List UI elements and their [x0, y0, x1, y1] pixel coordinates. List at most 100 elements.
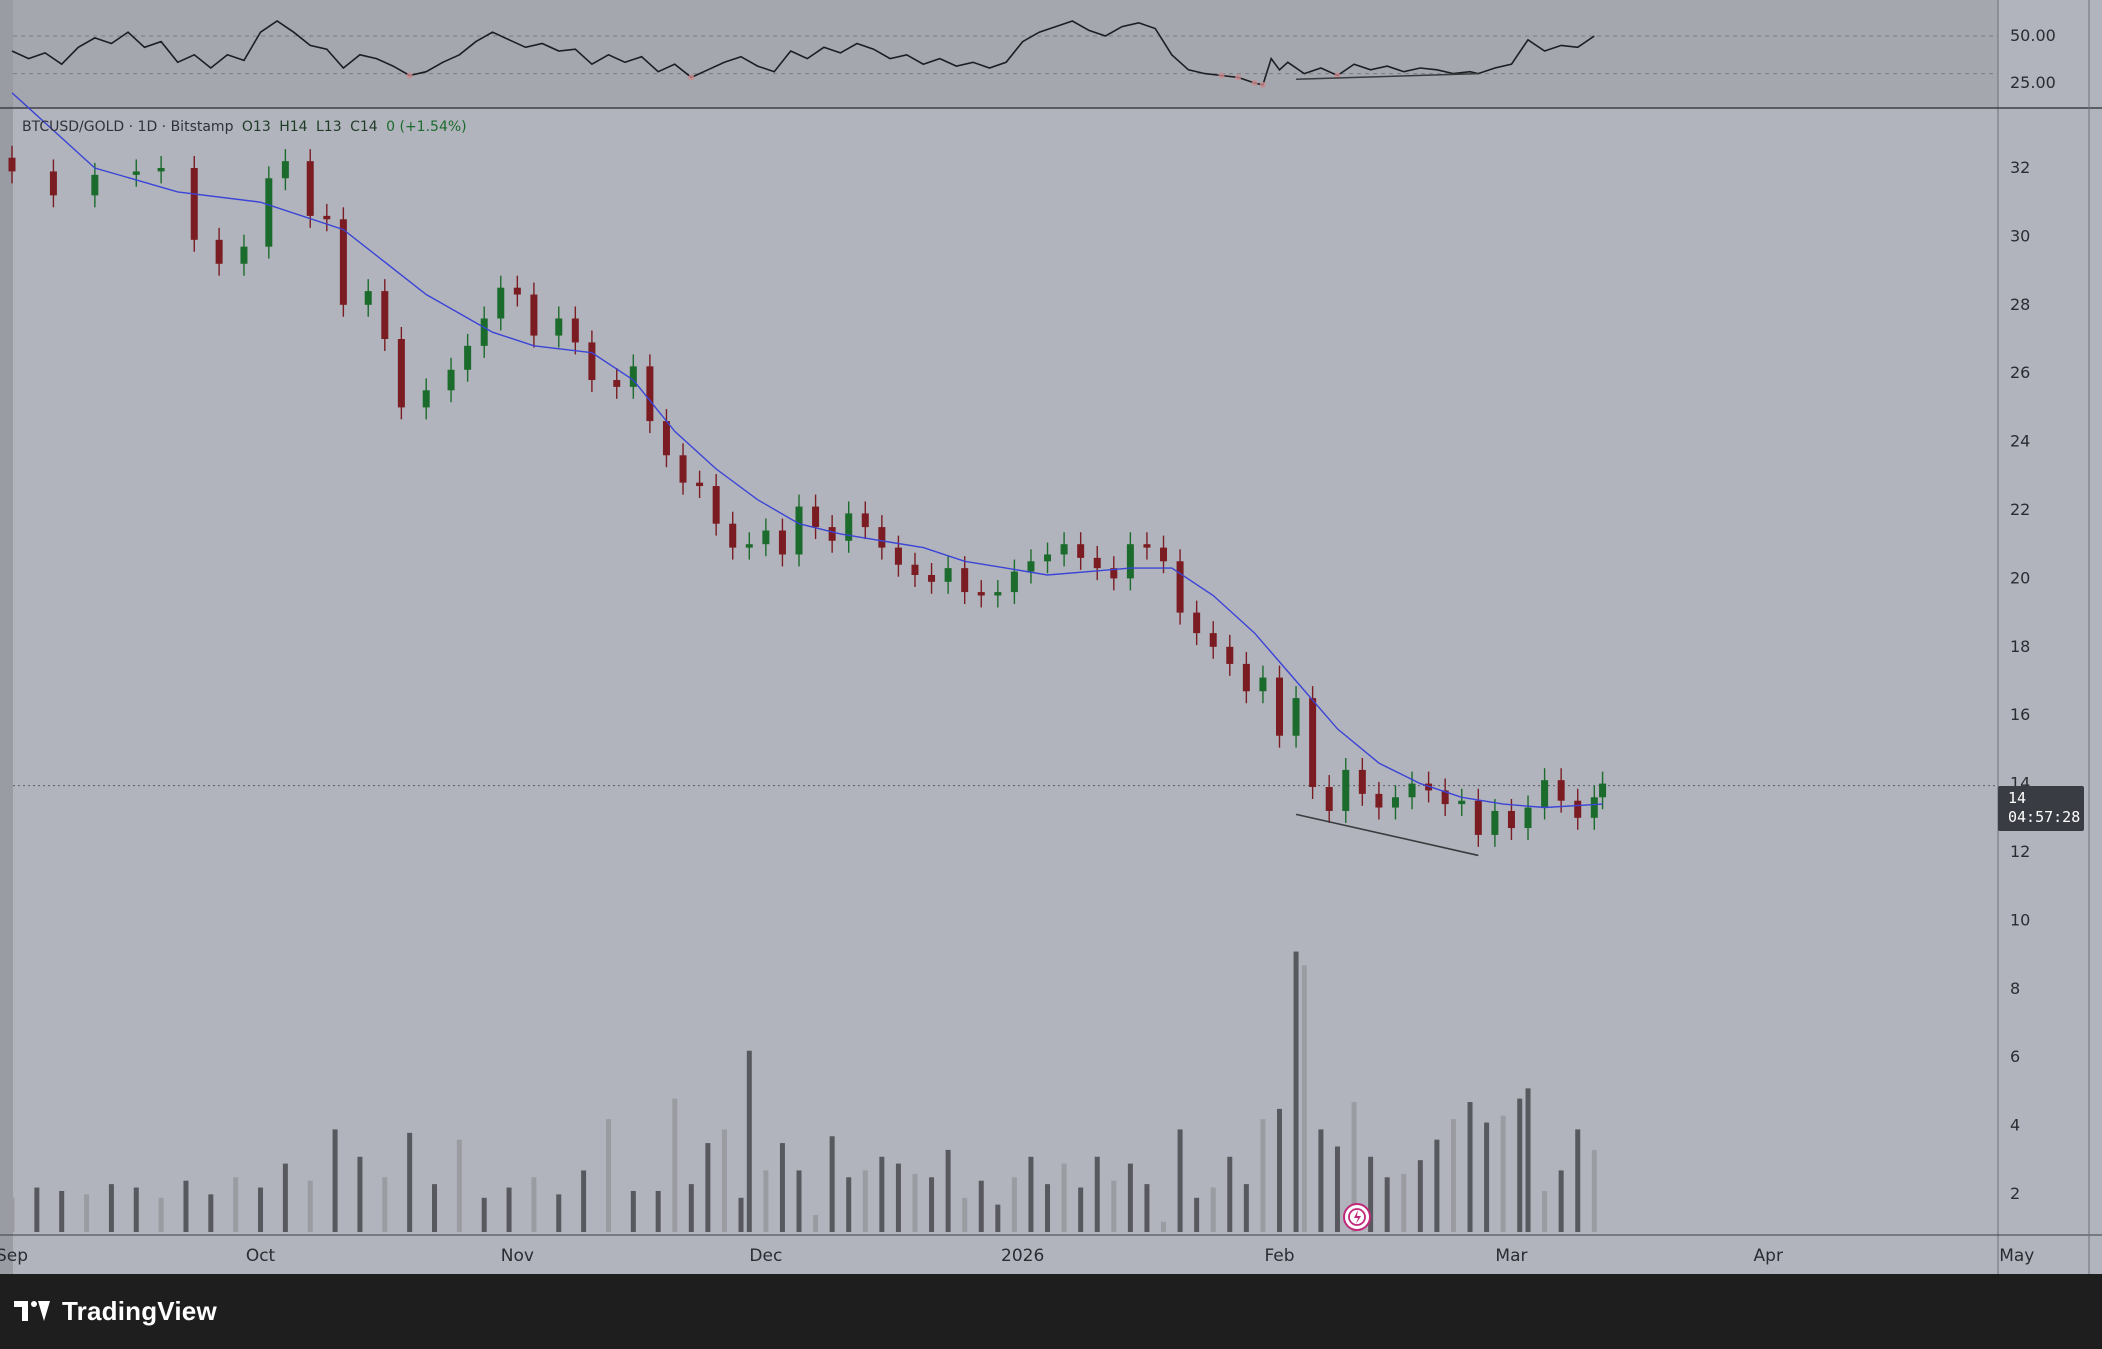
volume-bar — [945, 1149, 951, 1232]
candle-body — [381, 291, 389, 339]
volume-bar — [630, 1190, 636, 1232]
volume-bar — [1558, 1170, 1564, 1232]
price-tick-label: 24 — [2010, 432, 2030, 451]
tradingview-logo-icon — [14, 1300, 54, 1323]
volume-bar — [705, 1143, 711, 1232]
volume-bar — [1028, 1156, 1034, 1232]
volume-bar — [133, 1187, 139, 1232]
price-tick-label: 2 — [2010, 1184, 2020, 1203]
candle-body — [240, 246, 248, 264]
volume-bar — [995, 1204, 1001, 1232]
candle-body — [555, 318, 563, 336]
candle-body — [1599, 783, 1607, 798]
bar-countdown: 04:57:28 — [2008, 808, 2081, 826]
volume-bar — [796, 1170, 802, 1232]
volume-bar — [1334, 1146, 1340, 1232]
volume-bar — [456, 1139, 462, 1232]
volume-bar — [1276, 1108, 1282, 1232]
volume-bar — [746, 1050, 752, 1232]
rsi-oversold-marker — [1334, 72, 1341, 79]
candle-body — [215, 239, 223, 264]
legend-close: C14 — [350, 119, 378, 135]
candle-body — [464, 345, 472, 370]
tradingview-logo[interactable]: TradingView — [14, 1296, 217, 1327]
legend-high: H14 — [279, 119, 308, 135]
volume-bar — [763, 1170, 769, 1232]
candle-body — [861, 513, 869, 528]
volume-bar — [233, 1177, 239, 1232]
price-tick-label: 28 — [2010, 295, 2030, 314]
volume-bar — [912, 1173, 918, 1232]
volume-bar — [208, 1194, 214, 1232]
candle-body — [1275, 677, 1283, 736]
volume-bar — [962, 1197, 968, 1232]
candle-body — [1193, 612, 1201, 634]
time-tick-label: Mar — [1495, 1246, 1527, 1266]
volume-bar — [1384, 1177, 1390, 1232]
current-price-value: 14 — [2008, 789, 2027, 807]
volume-bar — [721, 1129, 727, 1232]
time-tick-label: Apr — [1754, 1246, 1783, 1266]
candle-body — [961, 568, 969, 593]
candle-body — [8, 157, 16, 172]
candle-body — [447, 369, 455, 391]
volume-bar — [183, 1180, 189, 1232]
candle-body — [1441, 790, 1449, 805]
volume-bar — [829, 1136, 835, 1232]
candle-body — [1391, 797, 1399, 808]
candle-body — [588, 342, 596, 381]
candle-body — [977, 592, 985, 596]
candle-body — [1259, 677, 1267, 692]
candle-body — [1242, 663, 1250, 692]
volume-bar — [1127, 1163, 1133, 1232]
time-axis-background — [0, 1235, 2102, 1274]
price-tick-label: 16 — [2010, 705, 2030, 724]
candle-body — [812, 506, 820, 528]
candle-body — [696, 482, 704, 487]
volume-bar — [531, 1177, 537, 1232]
candle-body — [91, 174, 99, 196]
candle-body — [530, 294, 538, 336]
candle-body — [745, 544, 753, 548]
candle-body — [1292, 698, 1300, 736]
left-edge-strip — [0, 0, 13, 1274]
volume-bar — [813, 1214, 819, 1232]
candle-body — [513, 287, 521, 295]
candle-body — [828, 527, 836, 541]
volume-bar — [605, 1119, 611, 1232]
legend-change: 0 (+1.54%) — [386, 119, 467, 135]
price-trendline — [1295, 813, 1479, 857]
volume-bar — [1194, 1197, 1200, 1232]
candle-body — [1027, 561, 1035, 572]
rsi-oversold-marker — [1251, 80, 1258, 86]
candle-body — [994, 592, 1002, 596]
time-tick-label: Feb — [1264, 1246, 1294, 1266]
rsi-tick-label: 25.00 — [2010, 73, 2056, 92]
candle-body — [629, 366, 637, 387]
candle-body — [1209, 633, 1217, 647]
candle-body — [157, 168, 165, 172]
rsi-oversold-marker — [406, 72, 413, 79]
price-tick-label: 8 — [2010, 979, 2020, 998]
volume-bar — [1144, 1184, 1150, 1232]
candle-body — [613, 380, 621, 387]
volume-bar — [407, 1132, 413, 1232]
price-tick-label: 20 — [2010, 568, 2030, 587]
candle-body — [928, 574, 936, 582]
candle-body — [323, 215, 331, 220]
volume-bar — [1210, 1187, 1216, 1232]
legend-low: L13 — [316, 119, 342, 135]
volume-bar — [431, 1184, 437, 1232]
volume-bar — [108, 1184, 114, 1232]
candle-body — [306, 161, 314, 216]
candle-body — [265, 178, 273, 247]
chart-background — [0, 0, 2102, 1274]
candle-body — [1358, 769, 1366, 794]
candle-body — [1126, 544, 1134, 579]
legend-symbol[interactable]: BTCUSD/GOLD · 1D · Bitstamp — [22, 119, 234, 135]
legend-open: O13 — [241, 119, 271, 135]
replay-icon[interactable] — [1343, 1203, 1371, 1231]
candle-body — [1143, 544, 1151, 548]
volume-bar — [862, 1170, 868, 1232]
